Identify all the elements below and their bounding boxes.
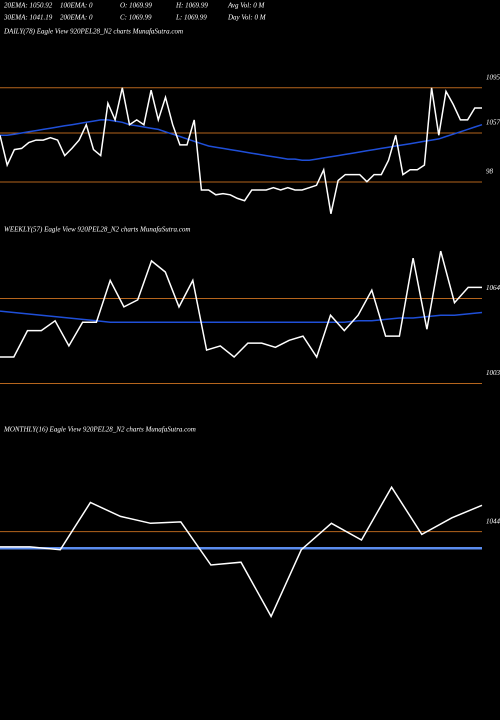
annotation: 98 <box>486 168 494 176</box>
ema-line <box>0 310 483 323</box>
y-tick-label: 1064 <box>486 284 500 292</box>
header-stat: H: 1069.99 <box>175 2 208 10</box>
panel-title: DAILY(78) Eagle View 920PEL28_N2 charts … <box>3 28 183 36</box>
header-stat: 20EMA: 1050.92 <box>4 2 53 10</box>
header-stat: C: 1069.99 <box>120 14 152 22</box>
y-tick-label: 1044 <box>486 517 500 525</box>
y-tick-label: 1095 <box>486 73 500 81</box>
header-stat: O: 1069.99 <box>120 2 152 10</box>
header-stat: 100EMA: 0 <box>60 2 93 10</box>
price-line <box>0 250 482 359</box>
header-stat: Avg Vol: 0 M <box>227 2 266 10</box>
price-line <box>0 87 482 214</box>
y-tick-label: 1057 <box>486 119 500 127</box>
header-stat: L: 1069.99 <box>175 14 207 22</box>
header-stat: 200EMA: 0 <box>60 14 93 22</box>
price-line <box>0 485 483 619</box>
header-stat: Day Vol: 0 M <box>227 14 267 22</box>
panel-title: MONTHLY(16) Eagle View 920PEL28_N2 chart… <box>3 426 196 434</box>
y-tick-label: 1003 <box>486 369 500 377</box>
panel-title: WEEKLY(57) Eagle View 920PEL28_N2 charts… <box>4 226 190 234</box>
ema-line <box>0 119 483 162</box>
header-stat: 30EMA: 1041.19 <box>3 14 53 22</box>
